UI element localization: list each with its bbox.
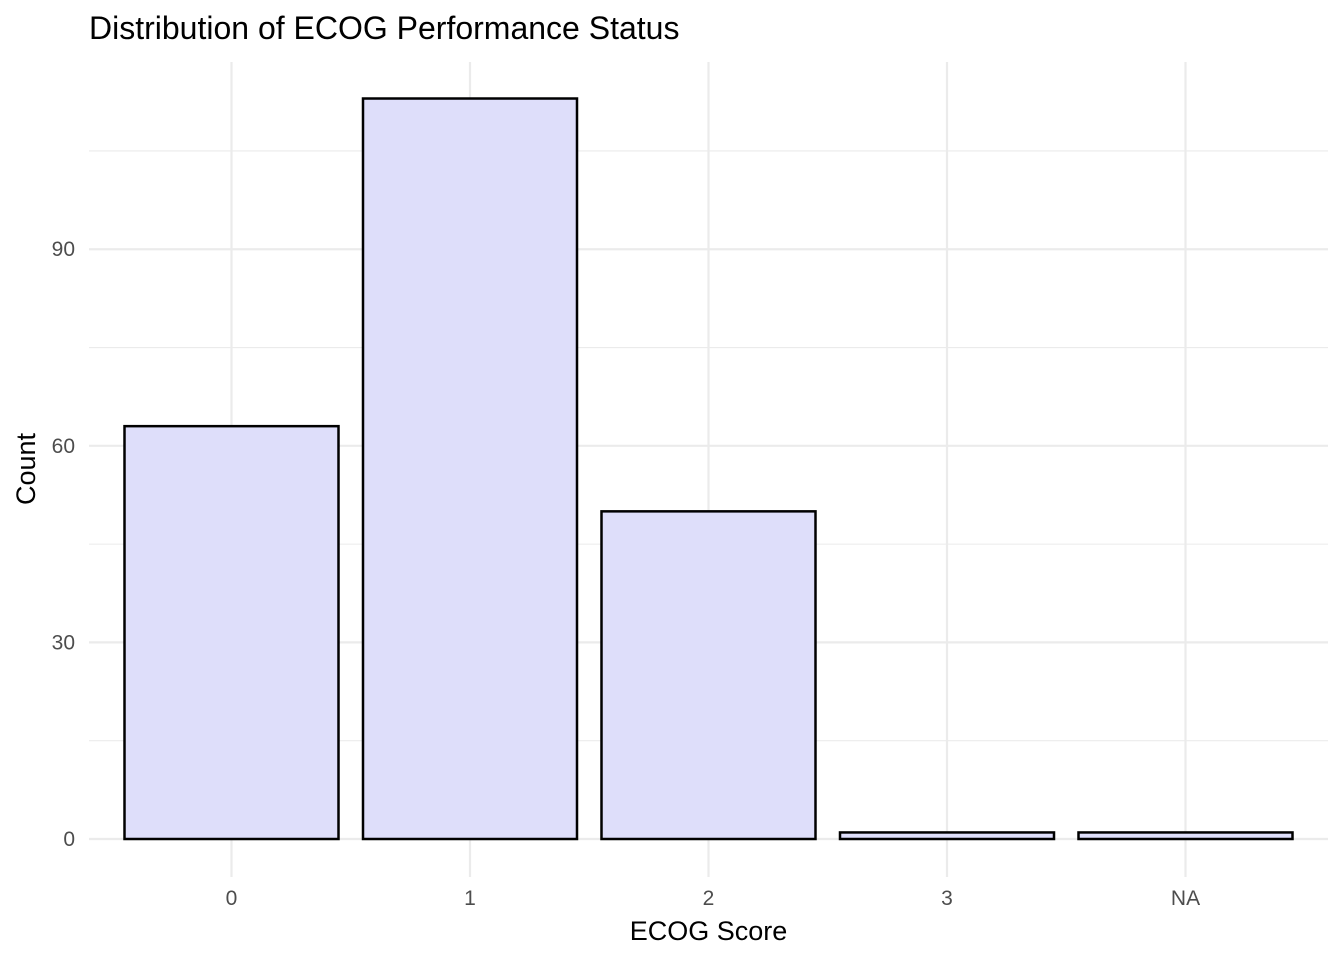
y-axis-title: Count: [11, 432, 41, 505]
y-tick-label: 60: [52, 435, 75, 458]
bars: [123, 97, 1294, 841]
x-tick-label: 3: [941, 887, 953, 910]
x-axis-title: ECOG Score: [630, 916, 788, 946]
y-tick-label: 30: [52, 631, 75, 654]
x-tick-label: 2: [703, 887, 715, 910]
x-tick-label: 0: [226, 887, 238, 910]
bar-3: [838, 831, 1056, 841]
y-tick-label: 90: [52, 238, 75, 261]
x-tick-label: 1: [464, 887, 476, 910]
chart-title: Distribution of ECOG Performance Status: [89, 10, 679, 46]
bar-1: [361, 97, 579, 841]
bar-0: [123, 424, 340, 841]
bar-na: [1077, 831, 1294, 841]
x-axis-ticks: 0 1 2 3 NA: [226, 887, 1200, 910]
y-tick-label: 0: [63, 828, 75, 851]
y-axis-ticks: 0 30 60 90: [52, 238, 75, 851]
bar-2: [600, 510, 817, 841]
x-tick-label: NA: [1171, 887, 1200, 910]
